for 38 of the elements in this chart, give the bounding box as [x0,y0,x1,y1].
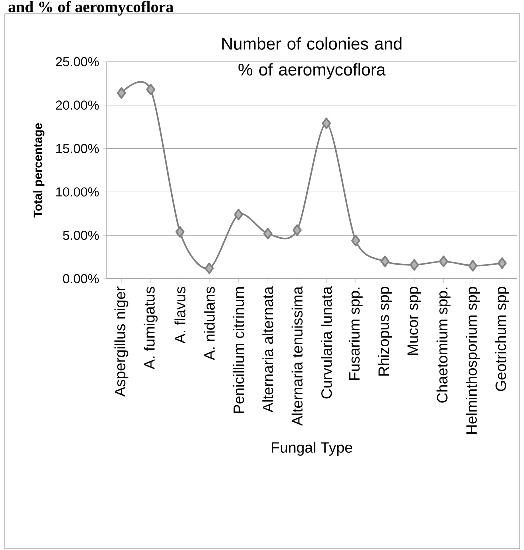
y-tick-label: 15.00% [56,144,100,154]
x-tick-label: Alternaria tenuissima [292,286,303,426]
y-tick-label: 10.00% [56,188,100,197]
y-tick-label: 0.00% [63,274,100,284]
chart-title: Number of colonies and % of aeromycoflora [222,38,402,80]
x-tick-label: Helminthosporium spp [466,287,480,434]
x-tick-label: Geotrichum spp [495,287,510,392]
point [292,224,302,236]
point [498,258,507,270]
x-tick-label: Alternaria alternata [262,286,274,413]
y-tick-label: 20.00% [56,100,100,110]
point [322,118,332,130]
point [264,228,273,240]
x-tick-label: Chaetomium spp. [436,288,451,403]
x-tick-label: Mucor spp [408,287,422,356]
point [204,262,214,274]
y-tick-label: 25.00% [56,57,100,67]
text: and % of aeromycoflora [8,1,174,16]
x-tick-label: A. fumigatus [144,287,158,370]
point [468,260,478,272]
point [146,84,156,96]
point [117,87,126,100]
point [176,226,185,238]
point [410,259,420,271]
point [234,208,244,221]
x-tick-label: A. flavus [174,287,186,344]
x-tick-label: Rhizopus spp [378,287,392,376]
x-tick-label: Curvularia lunata [321,286,332,399]
point [439,256,448,268]
x-axis-title: Fungal Type [272,442,352,456]
x-tick-label: A. nidulans [204,287,215,360]
y-tick-label: 5.00% [63,231,100,240]
x-tick-label: Fusarium spp. [348,288,363,380]
x-tick-label: Aspergillus niger [114,286,129,397]
point [380,256,390,268]
y-axis-title: Total percentage [34,124,45,218]
point [351,235,360,247]
x-tick-label: Penicillium citrinum [233,288,244,414]
